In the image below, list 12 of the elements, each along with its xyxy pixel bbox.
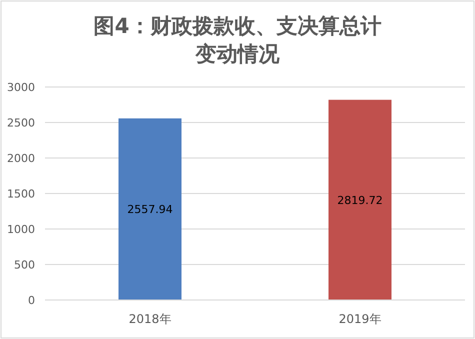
y-tick-label: 500 bbox=[14, 258, 35, 272]
y-tick-label: 1000 bbox=[7, 223, 35, 236]
x-tick-label: 2019年 bbox=[338, 312, 382, 326]
chart-title: 图4：财政拨款收、支决算总计变动情况 bbox=[94, 14, 382, 66]
y-tick-label: 3000 bbox=[7, 81, 35, 94]
data-label: 2557.94 bbox=[127, 203, 173, 216]
x-tick-label: 2018年 bbox=[128, 312, 172, 326]
y-tick-label: 2500 bbox=[7, 116, 35, 130]
y-tick-label: 0 bbox=[28, 294, 35, 307]
y-tick-label: 1500 bbox=[7, 188, 35, 200]
y-tick-label: 2000 bbox=[7, 152, 35, 165]
data-label: 2819.72 bbox=[337, 194, 383, 207]
